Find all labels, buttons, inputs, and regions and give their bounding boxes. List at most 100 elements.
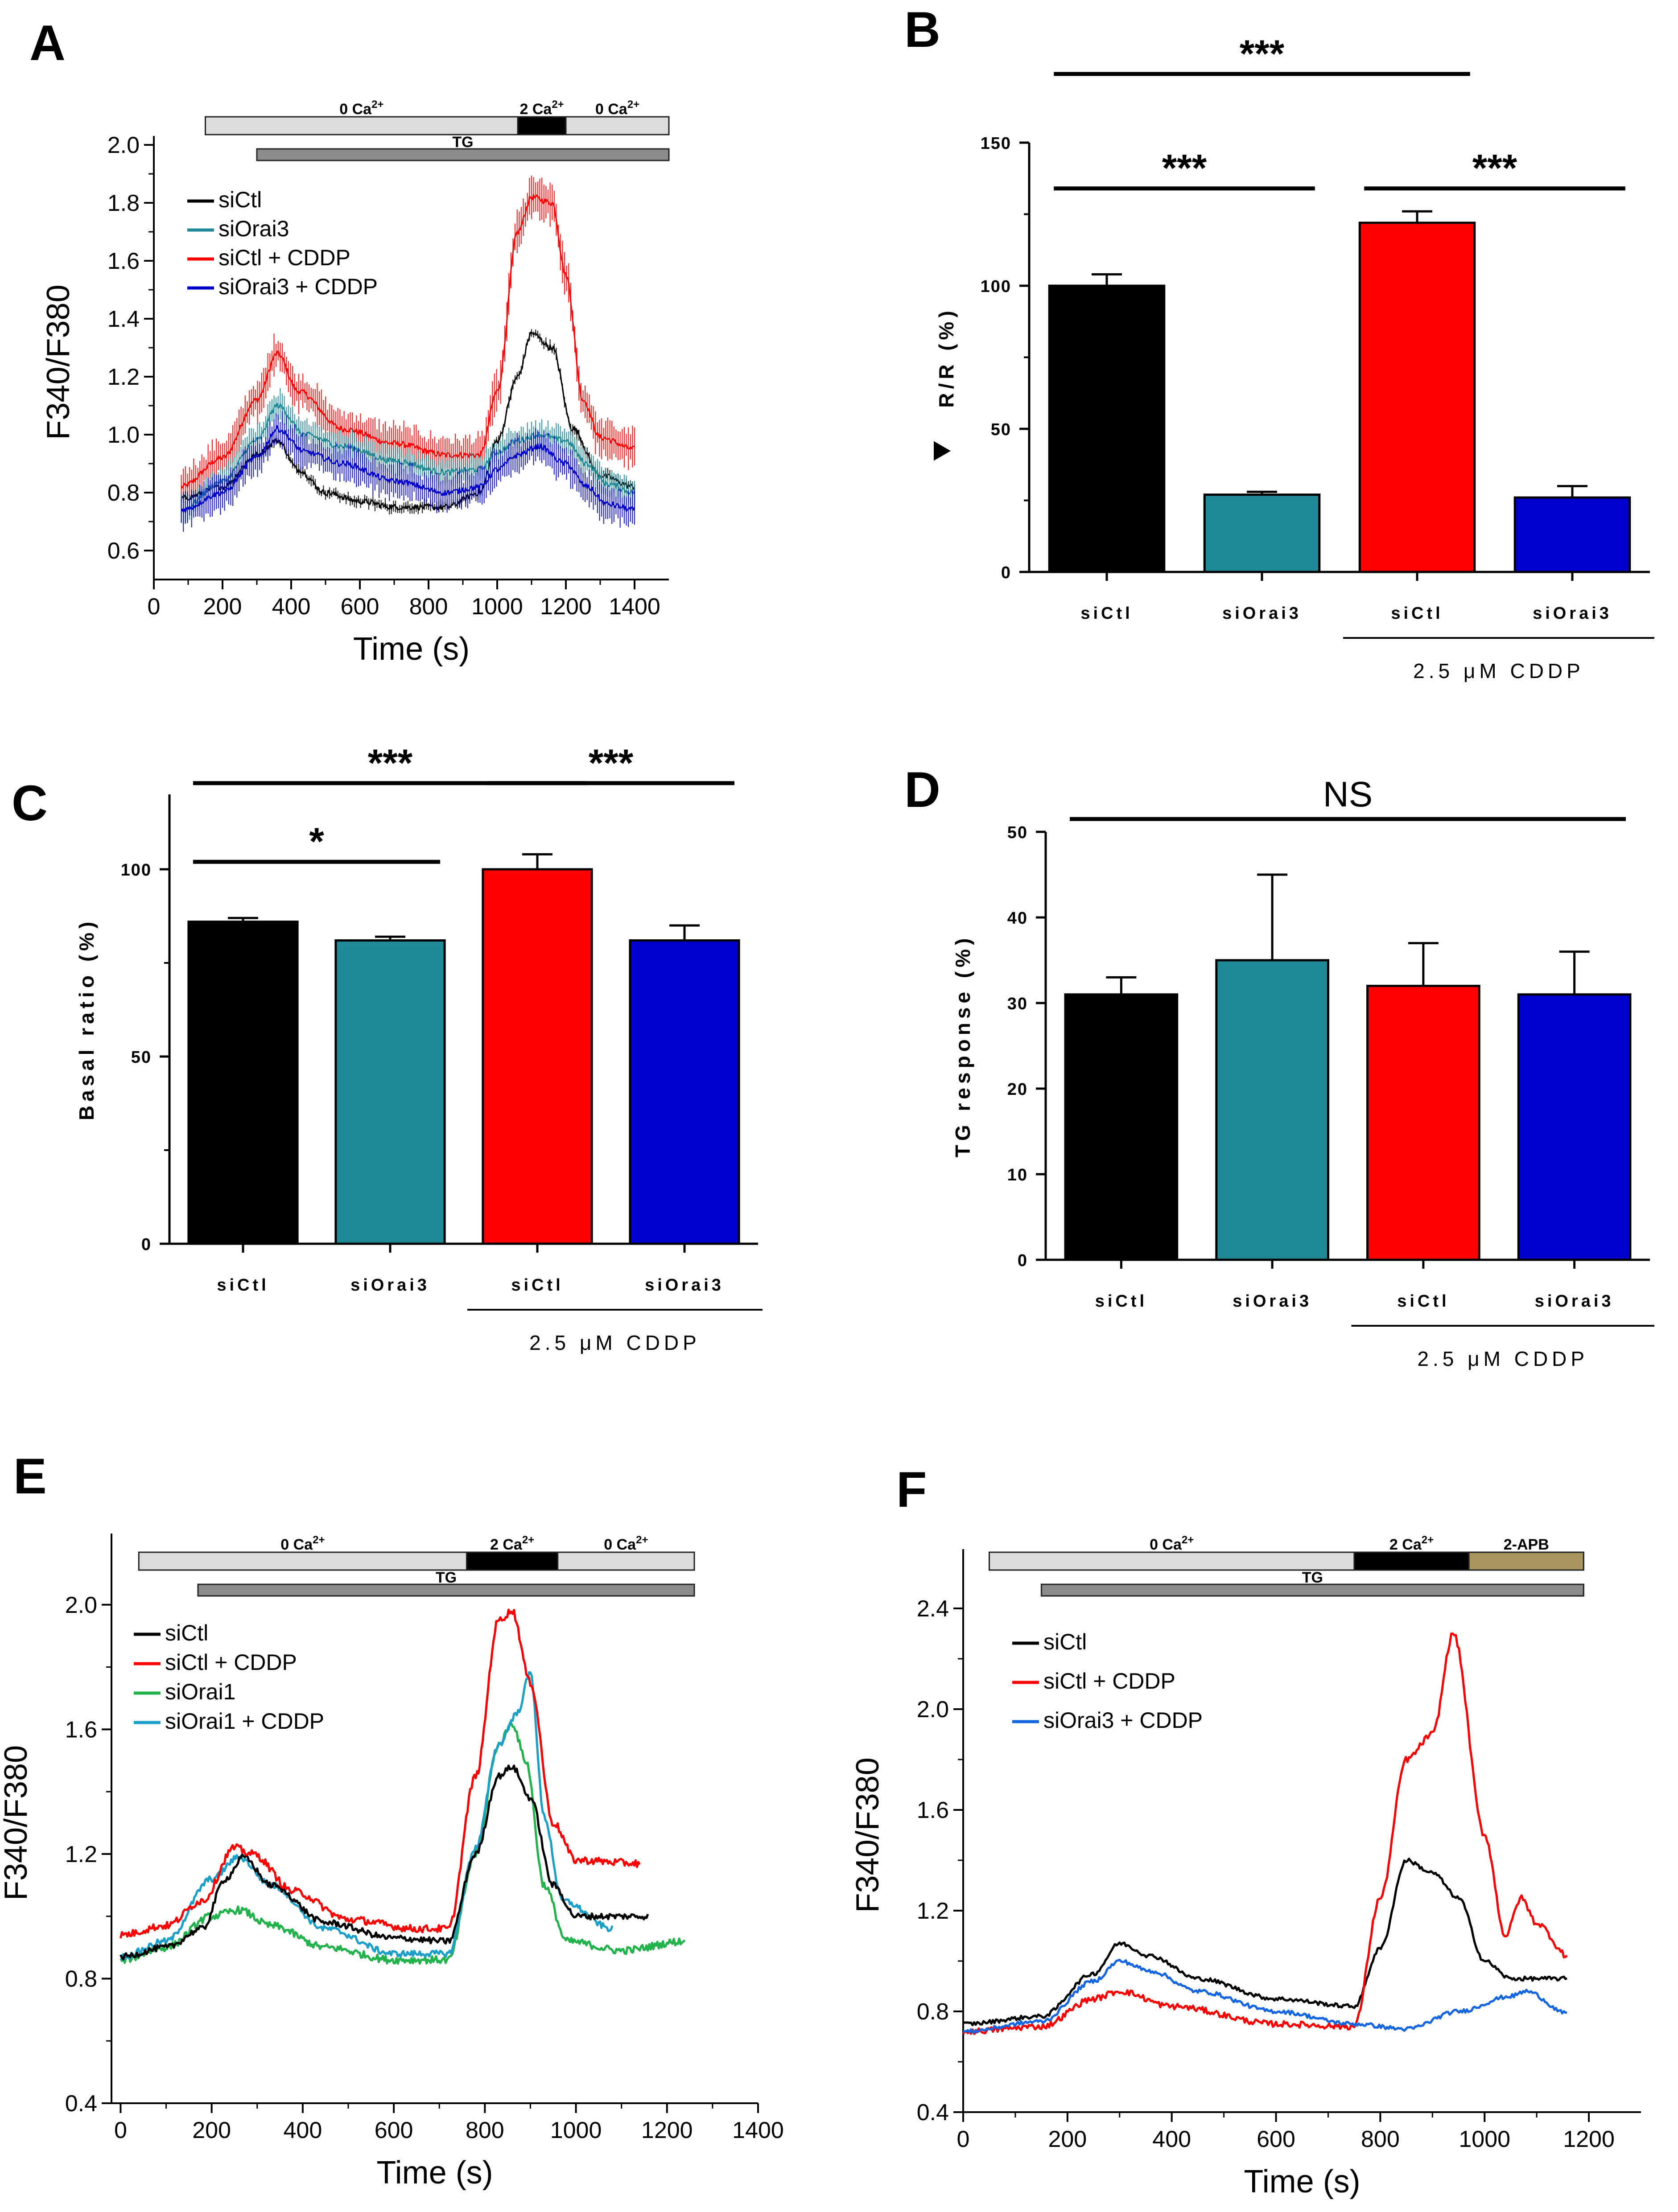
x-tick-label: 600 [341,594,379,620]
significance-label: *** [1472,147,1517,190]
y-tick-label: 1.8 [107,190,140,216]
y-axis-title: F340/F380 [41,284,76,440]
x-tick-label: 600 [375,2117,413,2143]
legend-label: siOrai3 + CDDP [219,274,378,299]
legend-label: siCtl [219,187,262,212]
y-tick-label: 2.0 [107,132,140,158]
y-tick-label: 1.4 [107,306,140,332]
x-tick-label: siCtl [511,1276,563,1295]
y-axis-title: F340/F380 [0,1745,34,1900]
panel-label-a: A [29,15,66,71]
y-axis-title: TG response (%) [951,934,974,1158]
x-tick-label: 600 [1257,2126,1295,2152]
protocol-label-1: 2 Ca2+ [519,99,564,118]
y-tick-label: 0.8 [917,1999,949,2025]
significance-label: * [309,820,324,863]
legend-label: siOrai3 + CDDP [1043,1708,1203,1733]
x-tick-label: 800 [1361,2126,1400,2152]
x-tick-label: 1400 [732,2117,784,2143]
legend-label: siCtl + CDDP [165,1650,297,1675]
x-tick-label: 200 [1048,2126,1087,2152]
series-line-sictl-cddp [181,194,635,489]
legend-label: siCtl + CDDP [1043,1669,1175,1694]
protocol-label-1: 2 Ca2+ [1389,1534,1434,1553]
y-tick-label: 0.6 [107,538,140,564]
protocol-label-2: 2-APB [1504,1536,1549,1553]
significance-label: NS [1323,774,1373,814]
protocol-bar-0 [988,1551,1355,1571]
x-tick-label: 400 [272,594,311,620]
x-tick-label: siOrai3 [1535,1292,1614,1311]
y-tick-label: 10 [1007,1166,1028,1184]
bar-sictl-0 [187,921,299,1245]
y-tick-label: 150 [981,134,1011,153]
x-tick-label: siOrai3 [645,1276,724,1295]
significance-label: *** [1162,147,1207,190]
protocol-bar-1 [517,116,567,136]
tg-bar [197,1583,695,1597]
significance-label: *** [1240,33,1285,75]
protocol-label-2: 0 Ca2+ [604,1534,648,1553]
x-tick-label: 0 [148,594,161,620]
panel-d-bar-chart: 0 10 20 30 40 50 siCtl siOrai3 siCtl siOrai3 2.5 μ… [951,774,1654,1370]
group-label: 2.5 μM CDDP [529,1331,701,1354]
bar-siorai3-1 [1203,493,1321,573]
series-line-sictl-cddp [119,1608,641,1939]
protocol-bar-1 [466,1551,559,1571]
y-tick-label: 1.6 [917,1797,949,1823]
series-line-siorai1-cddp [120,1671,614,1961]
x-axis-title: Time (s) [376,2155,493,2191]
x-tick-label: 1000 [471,594,523,620]
y-tick-label: 2.4 [917,1596,949,1622]
protocol-bar-2 [557,1551,695,1571]
x-tick-label: 400 [283,2117,322,2143]
panel-e-trace-chart: 0 Ca2+ 2 Ca2+ 0 Ca2+ TG 0.4 0.8 1.2 1.6 2.0 0 200 4… [0,1534,784,2191]
legend-label: siOrai1 [165,1679,235,1704]
x-tick-label: 200 [192,2117,231,2143]
x-axis-title: Time (s) [1244,2164,1360,2200]
tg-label: TG [452,134,473,151]
y-tick-label: 20 [1007,1080,1028,1099]
y-tick-label: 0.4 [917,2100,949,2126]
y-tick-label: 100 [981,277,1011,296]
x-tick-label: 800 [409,594,448,620]
tg-bar [1040,1583,1584,1597]
protocol-label-0: 0 Ca2+ [339,99,383,118]
protocol-bar-2 [565,116,670,136]
x-tick-label: siOrai3 [1222,604,1302,623]
x-tick-label: 1000 [1459,2126,1510,2152]
series-line-siorai1 [120,1722,686,1965]
y-tick-label: 1.2 [65,1842,97,1867]
y-tick-label: 2.0 [65,1592,97,1618]
protocol-bar-2 [1468,1551,1584,1571]
y-tick-label: 2.0 [917,1697,949,1723]
series-line-siorai3 [181,403,635,512]
x-tick-label: 1200 [540,594,592,620]
panel-f-trace-chart: 0 Ca2+ 2 Ca2+ 2-APB TG 0.4 0.8 1.2 1.6 2.0 2.4 0 20… [850,1534,1641,2200]
y-tick-label: 0.4 [65,2091,97,2117]
bar-sictl-0 [1048,284,1166,573]
y-tick-label: 50 [991,420,1011,439]
y-tick-label: 30 [1007,995,1028,1013]
bar-siorai3-3 [629,939,740,1245]
bar-sictl-2 [1366,985,1480,1261]
y-tick-label: 1.2 [917,1898,949,1924]
x-tick-label: 200 [203,594,242,620]
panel-b-bar-chart: 0 50 100 150 siCtl siOrai3 siCtl siOrai3 2.5 μM … [934,33,1654,683]
legend-label: siCtl [1043,1629,1087,1654]
protocol-bar-0 [205,116,519,136]
series-line-sictl-cddp [962,1632,1568,2035]
y-tick-label: 1.6 [65,1717,97,1743]
x-tick-label: 1000 [550,2117,602,2143]
x-tick-label: 0 [114,2117,127,2143]
protocol-bar-0 [138,1551,467,1571]
bar-siorai3-1 [1215,959,1329,1261]
significance-label: *** [589,742,634,785]
group-label: 2.5 μM CDDP [1413,659,1584,683]
delta-icon [934,441,951,461]
y-axis-title: F340/F380 [850,1757,886,1912]
x-tick-label: 1200 [641,2117,693,2143]
bar-siorai3-1 [334,939,446,1245]
x-tick-label: siCtl [1391,604,1443,623]
